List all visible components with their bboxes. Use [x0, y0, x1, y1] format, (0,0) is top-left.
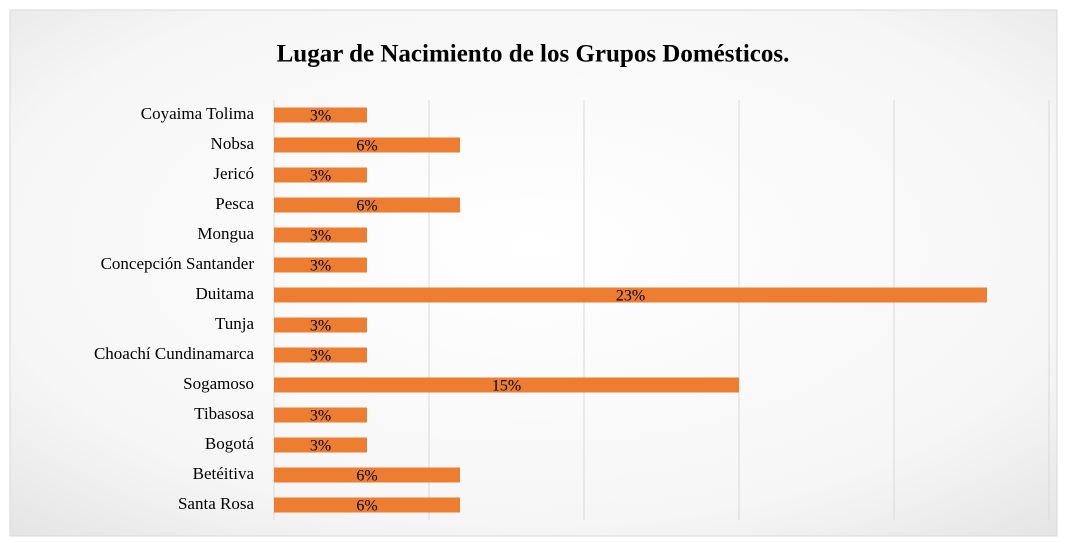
data-label: 3% — [310, 168, 331, 185]
y-tick-label: Tunja — [215, 314, 255, 333]
data-label: 6% — [356, 498, 377, 515]
y-tick-label: Duitama — [195, 284, 254, 303]
bar — [274, 257, 367, 273]
y-tick-label: Bogotá — [205, 434, 255, 453]
bar — [274, 407, 367, 423]
bar — [274, 467, 460, 483]
data-label: 6% — [356, 468, 377, 485]
chart-title: Lugar de Nacimiento de los Grupos Domést… — [277, 41, 790, 68]
y-tick-label: Betéitiva — [193, 464, 255, 483]
data-label: 15% — [492, 378, 521, 395]
data-label: 6% — [356, 198, 377, 215]
y-tick-label: Concepción Santander — [101, 254, 255, 273]
data-label: 3% — [310, 318, 331, 335]
data-label: 3% — [310, 408, 331, 425]
bar — [274, 107, 367, 123]
y-tick-label: Mongua — [197, 224, 254, 243]
y-tick-label: Jericó — [213, 164, 254, 183]
data-label: 23% — [616, 288, 645, 305]
y-tick-label: Nobsa — [211, 134, 255, 153]
bar — [274, 287, 987, 303]
y-tick-label: Sogamoso — [183, 374, 254, 393]
y-tick-label: Choachí Cundinamarca — [94, 344, 254, 363]
bar — [274, 317, 367, 333]
bar — [274, 497, 460, 513]
y-tick-label: Tibasosa — [194, 404, 254, 423]
bar — [274, 137, 460, 153]
y-tick-label: Coyaima Tolima — [141, 104, 255, 123]
bar — [274, 437, 367, 453]
bar — [274, 227, 367, 243]
data-label: 3% — [310, 438, 331, 455]
chart-background — [9, 9, 1058, 537]
data-label: 6% — [356, 138, 377, 155]
data-label: 3% — [310, 228, 331, 245]
data-label: 3% — [310, 348, 331, 365]
data-label: 3% — [310, 108, 331, 125]
bar — [274, 347, 367, 363]
bar — [274, 167, 367, 183]
y-tick-label: Pesca — [215, 194, 254, 213]
bar — [274, 377, 739, 393]
data-label: 3% — [310, 258, 331, 275]
bar — [274, 197, 460, 213]
y-tick-label: Santa Rosa — [178, 494, 254, 513]
